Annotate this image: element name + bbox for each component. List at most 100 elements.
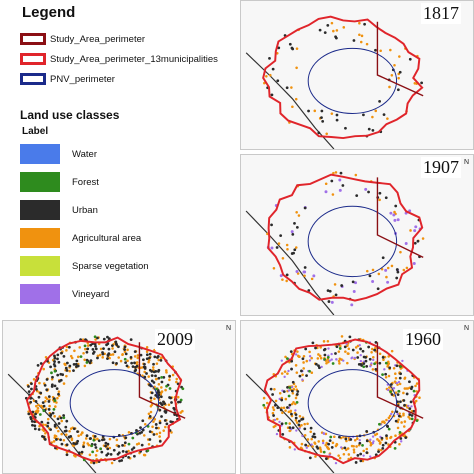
urban-patch [413,241,417,245]
agricultural-patch [406,387,410,390]
agricultural-patch [36,406,40,410]
agricultural-patch [142,434,146,437]
agricultural-patch [165,371,168,374]
urban-patch [106,357,109,360]
vineyard-label: Vineyard [72,288,110,300]
agricultural-patch [358,21,361,25]
class-water: Water [20,143,97,165]
urban-patch [374,367,378,371]
agricultural-patch [403,376,407,380]
agricultural-patch [70,437,74,440]
agricultural-patch [396,426,400,430]
vineyard-patch [372,358,375,362]
agricultural-patch [405,266,409,270]
urban-patch [129,338,133,342]
urban-patch [74,442,77,446]
agricultural-patch [381,420,384,424]
agricultural-patch [151,425,154,429]
agricultural-patch [145,345,149,349]
vineyard-patch [293,448,297,451]
urban-patch [291,233,295,236]
urban-patch [148,356,151,360]
agricultural-patch [71,444,75,447]
urban-patch [130,448,134,451]
agricultural-patch [347,347,351,351]
agricultural-patch [324,182,328,186]
water-swatch [20,144,60,164]
urban-patch [330,446,334,449]
forest-patch [262,403,266,407]
urban-patch [359,452,363,456]
vineyard-patch [392,213,396,217]
urban-patch [344,126,347,130]
urban-patch [112,448,116,452]
urban-patch [296,390,300,393]
legend-item-13-municipalities: Study_Area_perimeter_13municipalities [20,50,218,68]
agricultural-patch [421,237,425,240]
agricultural-patch [394,434,397,437]
agricultural-patch [81,431,84,435]
agricultural-patch [149,410,153,414]
vineyard-patch [387,388,390,392]
agricultural-patch [316,357,320,360]
agricultural-patch [314,455,317,458]
agricultural-patch [365,269,369,273]
urban-patch [41,401,45,405]
urban-patch [396,393,400,397]
urban-patch [367,190,370,194]
urban-patch [76,439,80,443]
urban-patch [65,443,69,447]
urban-patch [39,362,43,365]
agricultural-patch [319,356,323,360]
agricultural-patch [158,435,161,438]
urban-patch [67,345,71,349]
urban-patch [354,461,358,464]
urban-patch [93,435,97,438]
agricultural-patch [37,403,40,407]
forest-patch [90,444,94,448]
map-panel-1907: 1907 N [240,154,474,316]
vineyard-patch [354,281,357,285]
study-area-label: Study_Area_perimeter [50,33,146,45]
study-area-perimeter [263,338,421,465]
agricultural-patch [64,363,67,367]
urban-patch [106,447,110,451]
label-subtitle: Label [22,126,49,137]
agricultural-patch [398,412,401,415]
urban-patch [384,441,388,445]
agricultural-patch [155,362,159,365]
urban-patch [125,364,129,368]
agricultural-patch [147,442,151,446]
agricultural-patch [324,432,328,436]
agricultural-patch [398,442,401,446]
urban-patch [94,446,98,449]
urban-patch [326,289,330,292]
map-1817 [245,15,424,149]
agricultural-patch [386,117,389,120]
vineyard-patch [275,432,279,436]
agricultural-patch [311,445,314,448]
urban-patch [268,56,271,60]
agricultural-patch [62,438,66,442]
agricultural-patch [333,283,337,286]
urban-patch [162,375,166,379]
map-legend: Legend Study_Area_perimeter Study_Area_p… [0,0,236,318]
agricultural-patch [143,422,147,426]
agricultural-patch [334,171,338,174]
urban-patch [301,357,305,361]
urban-patch [125,450,128,454]
urban-patch [150,374,154,378]
agricultural-patch [78,346,81,349]
urban-swatch [20,200,60,220]
urban-patch [85,434,89,438]
agricultural-patch [392,366,396,370]
urban-patch [300,369,303,373]
urban-patch [91,352,95,355]
agricultural-patch [398,382,402,386]
agricultural-patch [306,444,310,448]
urban-patch [365,451,369,455]
agricultural-patch [332,171,335,175]
vineyard-patch [353,356,357,360]
agricultural-patch [160,386,163,389]
urban-patch [27,385,30,388]
